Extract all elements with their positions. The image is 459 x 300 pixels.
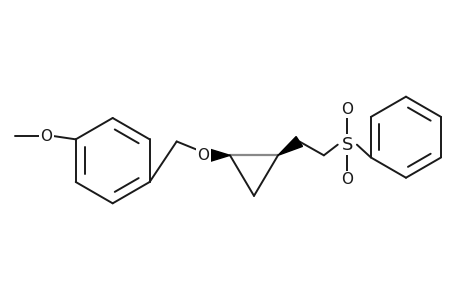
Text: S: S: [341, 136, 352, 154]
Text: O: O: [40, 129, 52, 144]
Text: O: O: [341, 102, 353, 117]
Polygon shape: [277, 136, 302, 155]
Polygon shape: [210, 149, 230, 161]
Text: O: O: [341, 172, 353, 188]
Text: O: O: [197, 148, 209, 163]
